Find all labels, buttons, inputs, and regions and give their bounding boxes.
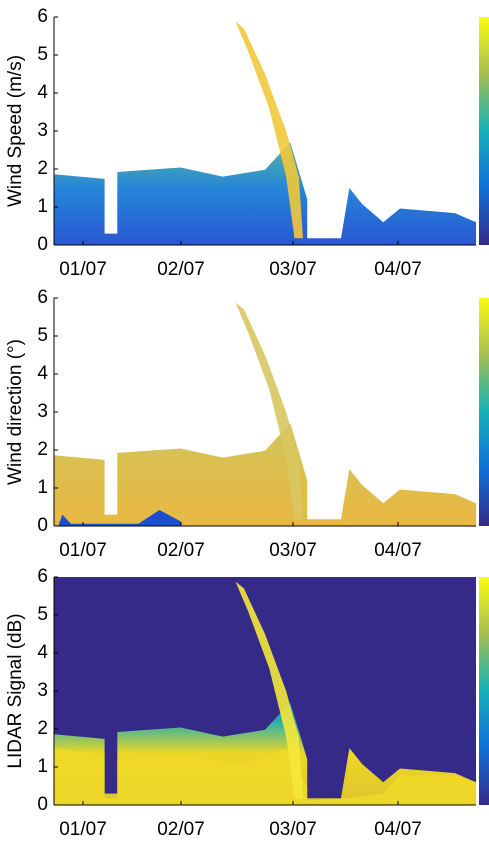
y-tick-label: 2: [37, 718, 48, 739]
y-tick-label: 3: [37, 680, 48, 701]
colorbar: [479, 577, 489, 805]
y-axis-label: LIDAR Signal (dB): [5, 613, 26, 768]
x-tick-label: 01/07: [59, 259, 107, 280]
heatmap-region: [54, 423, 476, 526]
y-tick-label: 0: [37, 515, 48, 536]
y-tick-label: 6: [37, 6, 48, 27]
y-tick-label: 4: [37, 642, 48, 663]
y-tick-label: 1: [37, 477, 48, 498]
y-axis-label: Wind Speed (m/s): [5, 55, 26, 207]
y-tick-label: 1: [37, 196, 48, 217]
y-tick-label: 2: [37, 439, 48, 460]
heatmap-region: [235, 581, 303, 799]
y-axis-label: Wind direction (°): [5, 339, 26, 485]
heatmap-region: [235, 21, 303, 239]
heatmap-region: [54, 748, 476, 805]
y-tick-label: 6: [37, 566, 48, 587]
colorbar: [479, 17, 489, 245]
x-tick-label: 01/07: [59, 540, 107, 561]
y-tick-label: 4: [37, 82, 48, 103]
x-tick-label: 03/07: [269, 819, 317, 840]
x-tick-label: 04/07: [374, 259, 422, 280]
y-tick-label: 5: [37, 604, 48, 625]
x-tick-label: 02/07: [157, 819, 205, 840]
colorbar: [479, 298, 489, 526]
x-tick-label: 02/07: [157, 259, 205, 280]
y-tick-label: 2: [37, 158, 48, 179]
x-tick-label: 03/07: [269, 540, 317, 561]
y-tick-label: 1: [37, 756, 48, 777]
x-tick-label: 04/07: [374, 819, 422, 840]
x-tick-label: 01/07: [59, 819, 107, 840]
y-tick-label: 5: [37, 44, 48, 65]
y-tick-label: 6: [37, 287, 48, 308]
x-tick-label: 04/07: [374, 540, 422, 561]
x-tick-label: 02/07: [157, 540, 205, 561]
y-tick-label: 3: [37, 120, 48, 141]
heatmap-region: [58, 510, 181, 526]
y-tick-label: 0: [37, 234, 48, 255]
heatmap-region: [54, 142, 476, 245]
y-tick-label: 4: [37, 363, 48, 384]
y-tick-label: 5: [37, 325, 48, 346]
heatmap-region: [235, 302, 303, 520]
y-tick-label: 0: [37, 794, 48, 815]
y-tick-label: 3: [37, 401, 48, 422]
x-tick-label: 03/07: [269, 259, 317, 280]
